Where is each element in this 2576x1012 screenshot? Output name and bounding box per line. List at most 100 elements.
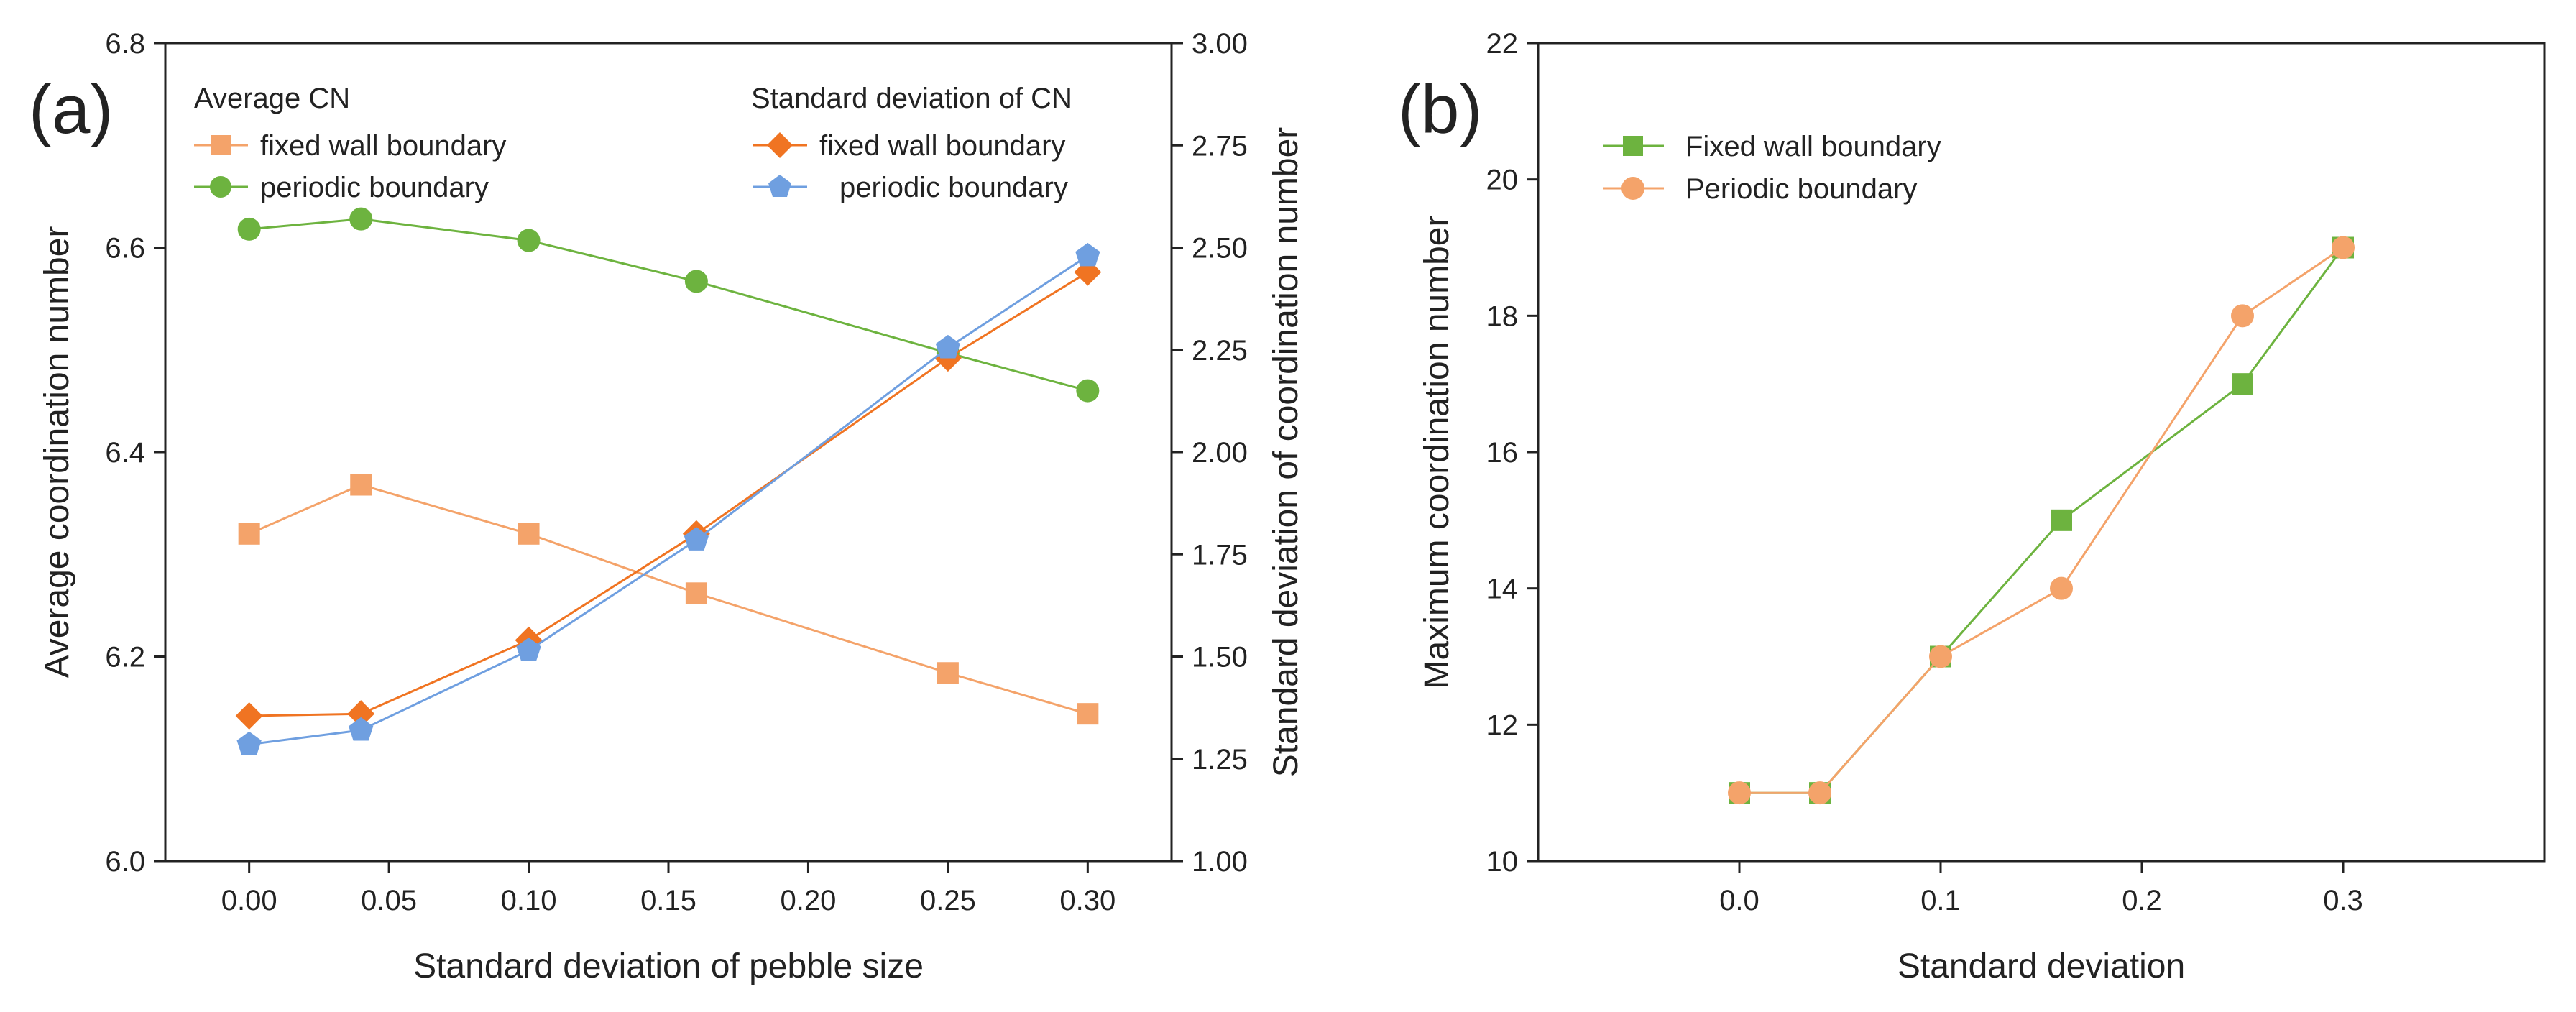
a-series-3-point xyxy=(935,334,960,359)
a-series-1-point xyxy=(1076,379,1100,402)
b-y-tick-label: 22 xyxy=(1486,28,1519,60)
a-y2-tick-label: 1.50 xyxy=(1192,642,1248,673)
b-x-tick-label: 0.0 xyxy=(1719,885,1760,916)
b-y-tick-label: 16 xyxy=(1486,437,1519,469)
a-series-3-line xyxy=(249,254,1089,746)
panel-a-label: (a) xyxy=(29,71,113,148)
b-series-1-point xyxy=(2332,236,2355,259)
legend-b-fixed-marker xyxy=(1623,136,1643,156)
a-y2-tick-label: 1.00 xyxy=(1192,846,1248,878)
b-y-tick-label: 12 xyxy=(1486,709,1519,741)
a-series-2-point xyxy=(235,702,263,730)
legend-a-periodic-avg-marker xyxy=(210,176,231,198)
a-series-0-point xyxy=(238,523,260,545)
a-series-0-point xyxy=(518,523,540,545)
b-x-tick-label: 0.2 xyxy=(2122,885,2162,916)
a-x-tick-label: 0.30 xyxy=(1059,885,1116,916)
a-x-tick-label: 0.10 xyxy=(501,885,557,916)
b-y-tick-label: 14 xyxy=(1486,574,1519,605)
a-series-1-point xyxy=(517,229,540,252)
legend-a-right-title: Standard deviation of CN xyxy=(751,83,1072,114)
panel-a-y-ticks: 6.0 6.2 6.4 6.6 6.8 xyxy=(105,28,165,878)
b-series-1-line xyxy=(1739,247,2344,794)
b-series-1-point xyxy=(1728,781,1751,805)
a-x-tick-label: 0.15 xyxy=(640,885,696,916)
a-y2-tick-label: 2.25 xyxy=(1192,335,1248,367)
panel-a-y-axis-title: Average coordination number xyxy=(38,226,76,678)
b-series-0-point xyxy=(2232,373,2253,395)
a-series-2-point xyxy=(347,700,375,728)
b-series-1-point xyxy=(2231,304,2254,328)
a-series-0-point xyxy=(685,582,707,604)
a-x-tick-label: 0.00 xyxy=(221,885,277,916)
panel-a-y2-axis-title: Standard deviation of coordination numbe… xyxy=(1267,127,1305,778)
a-y-tick-label: 6.4 xyxy=(105,437,145,469)
a-y-tick-label: 6.2 xyxy=(105,642,145,673)
b-series-1-point xyxy=(1808,781,1831,805)
legend-a-fixed-std-marker xyxy=(767,132,793,158)
a-series-1-point xyxy=(349,207,373,231)
panel-b: (b) 0.0 0.1 0.2 0.3 10 12 14 16 18 20 22 Standard… xyxy=(1398,28,2546,985)
panel-b-y-axis-title: Maximum coordination number xyxy=(1418,216,1456,689)
legend-a-left-title: Average CN xyxy=(194,83,350,114)
a-y2-tick-label: 2.75 xyxy=(1192,130,1248,162)
legend-a-fixed-avg-marker xyxy=(211,135,231,155)
panel-a: (a) 0.00 0.05 0.10 0.15 0.20 0.25 0.30 6.06.26… xyxy=(29,28,1305,985)
legend-b-periodic-label: Periodic boundary xyxy=(1685,173,1917,205)
b-x-tick-label: 0.3 xyxy=(2323,885,2363,916)
a-y2-tick-label: 1.75 xyxy=(1192,539,1248,571)
panel-a-y2-ticks: 1.00 1.25 1.50 1.75 2.00 2.25 2.50 2.75 3.00 xyxy=(1172,28,1248,878)
panel-b-y-ticks: 10 12 14 16 18 20 22 xyxy=(1486,28,1538,878)
a-series-0-line xyxy=(249,483,1088,715)
legend-b-fixed-label: Fixed wall boundary xyxy=(1685,131,1941,162)
panel-b-label: (b) xyxy=(1398,71,1482,148)
panel-b-series xyxy=(1728,236,2355,805)
panel-a-x-ticks: 0.00 0.05 0.10 0.15 0.20 0.25 0.30 xyxy=(221,861,1116,916)
a-x-tick-label: 0.05 xyxy=(361,885,417,916)
a-series-0-point xyxy=(1077,703,1099,725)
a-series-1-point xyxy=(237,217,261,241)
a-y-tick-label: 6.6 xyxy=(105,233,145,264)
a-y2-tick-label: 2.00 xyxy=(1192,437,1248,469)
b-series-0-line xyxy=(1739,247,2345,794)
a-series-3-point xyxy=(516,638,541,661)
a-x-tick-label: 0.20 xyxy=(781,885,837,916)
a-series-3-point xyxy=(1075,242,1100,267)
a-y-tick-label: 6.8 xyxy=(105,28,145,60)
a-x-tick-label: 0.25 xyxy=(920,885,976,916)
a-series-1-point xyxy=(684,270,708,293)
panel-b-x-axis-title: Standard deviation xyxy=(1898,947,2185,985)
b-y-tick-label: 18 xyxy=(1486,300,1519,332)
a-y2-tick-label: 2.50 xyxy=(1192,233,1248,264)
b-y-tick-label: 10 xyxy=(1486,846,1519,878)
a-series-3-point xyxy=(684,527,709,551)
b-x-tick-label: 0.1 xyxy=(1920,885,1961,916)
b-series-1-point xyxy=(2050,576,2073,600)
panel-a-plot-frame xyxy=(164,42,1173,862)
legend-a-fixed-avg-label: fixed wall boundary xyxy=(260,130,506,162)
legend-a-periodic-std-marker xyxy=(768,175,791,197)
legend-a-fixed-std-label: fixed wall boundary xyxy=(819,130,1065,162)
a-series-0-point xyxy=(350,474,372,496)
b-series-0-point xyxy=(2051,509,2072,531)
legend-a-periodic-std-label: periodic boundary xyxy=(840,172,1068,203)
a-series-3-point xyxy=(236,731,262,755)
a-series-0-point xyxy=(937,662,959,684)
panel-b-legend: Fixed wall boundary Periodic boundary xyxy=(1603,131,1941,205)
a-series-3-point xyxy=(349,717,374,741)
a-series-2-line xyxy=(249,271,1089,717)
panel-b-x-ticks: 0.0 0.1 0.2 0.3 xyxy=(1719,861,2363,916)
legend-b-periodic-marker xyxy=(1622,177,1644,200)
b-series-1-point xyxy=(1929,645,1952,668)
panel-b-plot-frame xyxy=(1537,42,2546,862)
a-y2-tick-label: 1.25 xyxy=(1192,744,1248,776)
panel-a-legend: Average CN fixed wall boundary periodic … xyxy=(194,83,1072,203)
panel-a-x-axis-title: Standard deviation of pebble size xyxy=(413,947,924,985)
legend-a-periodic-avg-label: periodic boundary xyxy=(260,172,489,203)
a-y2-tick-label: 3.00 xyxy=(1192,28,1248,60)
a-y-tick-label: 6.0 xyxy=(105,846,145,878)
b-y-tick-label: 20 xyxy=(1486,165,1519,196)
a-series-1-line xyxy=(249,218,1088,392)
panel-a-series xyxy=(235,207,1102,755)
